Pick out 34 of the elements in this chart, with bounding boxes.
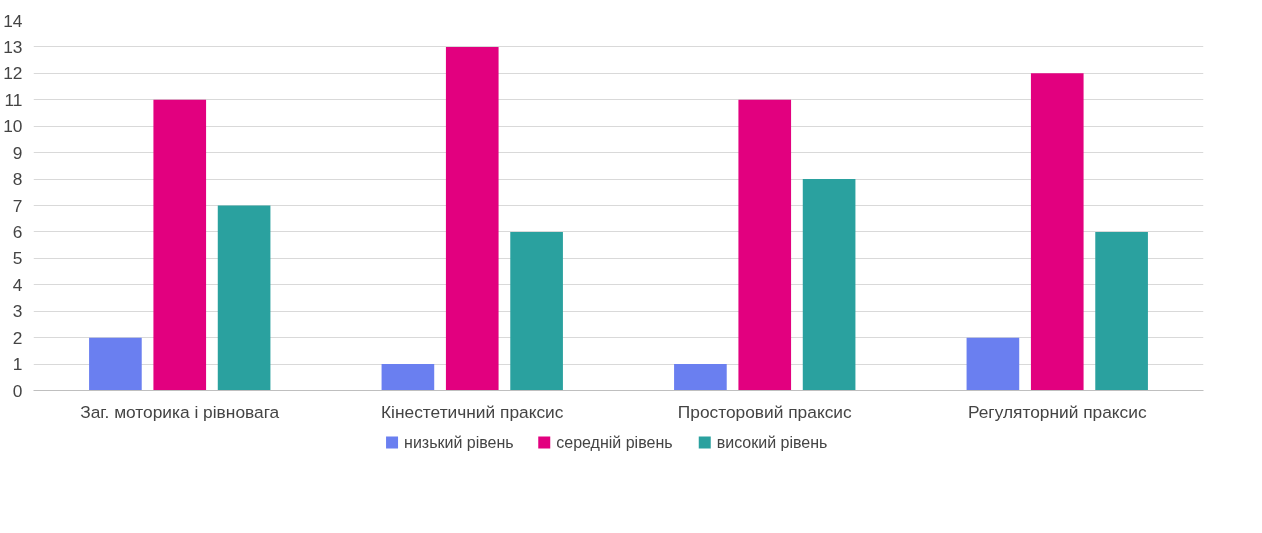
- y-tick-label: 10: [3, 116, 23, 137]
- y-tick-label: 7: [12, 195, 23, 216]
- y-tick-label: 13: [3, 36, 23, 57]
- bar: [153, 99, 207, 391]
- y-tick-label: 14: [3, 10, 23, 31]
- y-tick-label: 4: [12, 274, 23, 295]
- y-tick-label: 9: [12, 142, 23, 163]
- bar: [802, 179, 856, 391]
- y-tick-label: 12: [3, 63, 23, 84]
- bar: [381, 364, 435, 391]
- y-tick-label: 1: [12, 354, 23, 375]
- legend-label: середній рівень: [556, 434, 673, 451]
- bar: [510, 231, 563, 391]
- bar: [738, 99, 792, 391]
- legend-label: низький рівень: [404, 434, 514, 451]
- bar: [674, 364, 727, 391]
- bar: [1095, 231, 1148, 391]
- bar: [217, 205, 271, 391]
- y-tick-label: 2: [12, 327, 23, 348]
- y-tick-label: 8: [12, 169, 23, 190]
- y-tick-label: 0: [12, 380, 23, 401]
- bar: [89, 337, 142, 391]
- legend-label: високий рівень: [716, 434, 828, 451]
- bar: [966, 337, 1020, 391]
- bar: [445, 46, 499, 391]
- y-tick-label: 3: [12, 301, 23, 322]
- y-tick-label: 6: [12, 221, 23, 242]
- x-tick-label: Заг. моторика і рівновага: [80, 401, 280, 422]
- x-tick-label: Просторовий праксис: [677, 401, 853, 422]
- y-tick-label: 5: [12, 248, 23, 269]
- y-tick-label: 11: [4, 89, 23, 110]
- bar: [1030, 73, 1084, 391]
- x-tick-label: Кінестетичний праксис: [381, 401, 564, 422]
- x-tick-label: Регуляторний праксис: [967, 401, 1147, 422]
